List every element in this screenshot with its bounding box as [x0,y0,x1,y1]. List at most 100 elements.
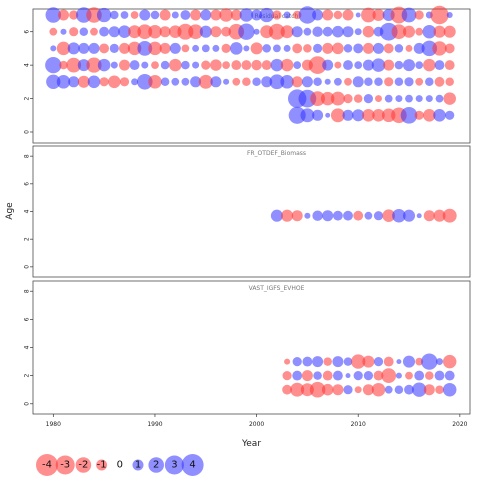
residual-point [354,386,362,394]
residual-point [238,23,255,40]
residual-point [280,75,294,89]
residual-point [99,26,110,37]
residual-point [421,353,438,370]
residual-point [373,357,384,367]
x-tick-label: 1980 [46,421,61,428]
residual-point [129,60,140,71]
residual-point [435,94,444,103]
residual-point [58,9,69,21]
residual-point [353,43,364,54]
legend-label: -1 [97,460,107,471]
residual-point [99,43,110,54]
residual-point [88,42,100,54]
residual-point [46,74,61,89]
legend-label: 4 [189,460,195,471]
residual-point [425,371,434,380]
y-tick-label: 4 [24,345,31,349]
residual-point [442,354,457,369]
residual-point [322,210,334,222]
residual-point [444,370,455,381]
residual-point [223,78,230,85]
legend-swatch [96,459,108,471]
legend-label: -4 [42,460,52,471]
residual-point [253,28,260,35]
residual-point [361,7,376,23]
residual-point [119,42,130,54]
residual-point [352,109,365,122]
residual-point [413,42,425,54]
residual-point [405,94,413,103]
y-tick-label: 2 [24,237,31,241]
residual-point [301,370,313,382]
residual-point [434,60,445,71]
residual-point [77,59,90,72]
residual-point [148,41,162,56]
residual-point [445,110,455,120]
residual-point [415,357,424,366]
residual-point [86,7,102,23]
residual-point [320,91,335,106]
residual-point [422,24,437,39]
residual-point [259,7,274,23]
residual-point [402,59,416,72]
residual-point [159,9,171,21]
residual-point [69,10,79,20]
residual-point [169,42,181,54]
legend-swatch [55,455,75,475]
residual-point [442,208,457,223]
residual-point [169,58,182,72]
residual-point [414,110,424,120]
residual-point [181,60,190,70]
residual-point [200,9,212,21]
legend-swatch [132,459,144,471]
residual-point [333,10,343,20]
residual-point [66,57,82,73]
residual-point [110,61,118,69]
y-tick-label: 0 [24,402,31,406]
residual-point [199,25,212,38]
residual-point [395,95,403,103]
legend-label: 2 [153,460,159,471]
legend-label: 0 [117,460,123,471]
residual-point [402,25,416,38]
residual-point [423,210,435,222]
legend-swatch [148,457,164,473]
residual-point [239,8,254,22]
residual-point [304,212,311,219]
residual-point [362,109,375,122]
y-tick-label: 8 [24,289,31,293]
residual-point [323,357,332,366]
residual-point [128,25,142,39]
residual-point [343,94,353,104]
residual-point [56,41,71,56]
residual-point [159,26,171,38]
y-tick-label: 0 [24,130,31,134]
residual-point [402,209,416,222]
residual-point [310,91,325,106]
residual-point [308,56,327,74]
residual-point [425,95,433,103]
residual-point [342,26,354,38]
residual-point [181,44,190,53]
residual-point [381,368,397,383]
residual-point [343,385,353,395]
residual-point [283,44,291,52]
residual-point [392,208,406,223]
residual-point [148,24,162,39]
residual-point [362,355,375,368]
residual-point [79,27,89,36]
residual-point [313,77,322,87]
residual-point [221,43,231,54]
residual-point [343,44,353,53]
residual-point [68,76,80,88]
residual-point [293,61,302,69]
residual-point [354,61,363,69]
residual-point [332,356,344,368]
residual-point [108,26,120,38]
legend-label: -2 [78,460,88,471]
residual-point [415,61,424,69]
residual-point [382,209,395,222]
residual-point [423,58,436,72]
residual-point [384,385,393,394]
residual-point [384,77,394,87]
